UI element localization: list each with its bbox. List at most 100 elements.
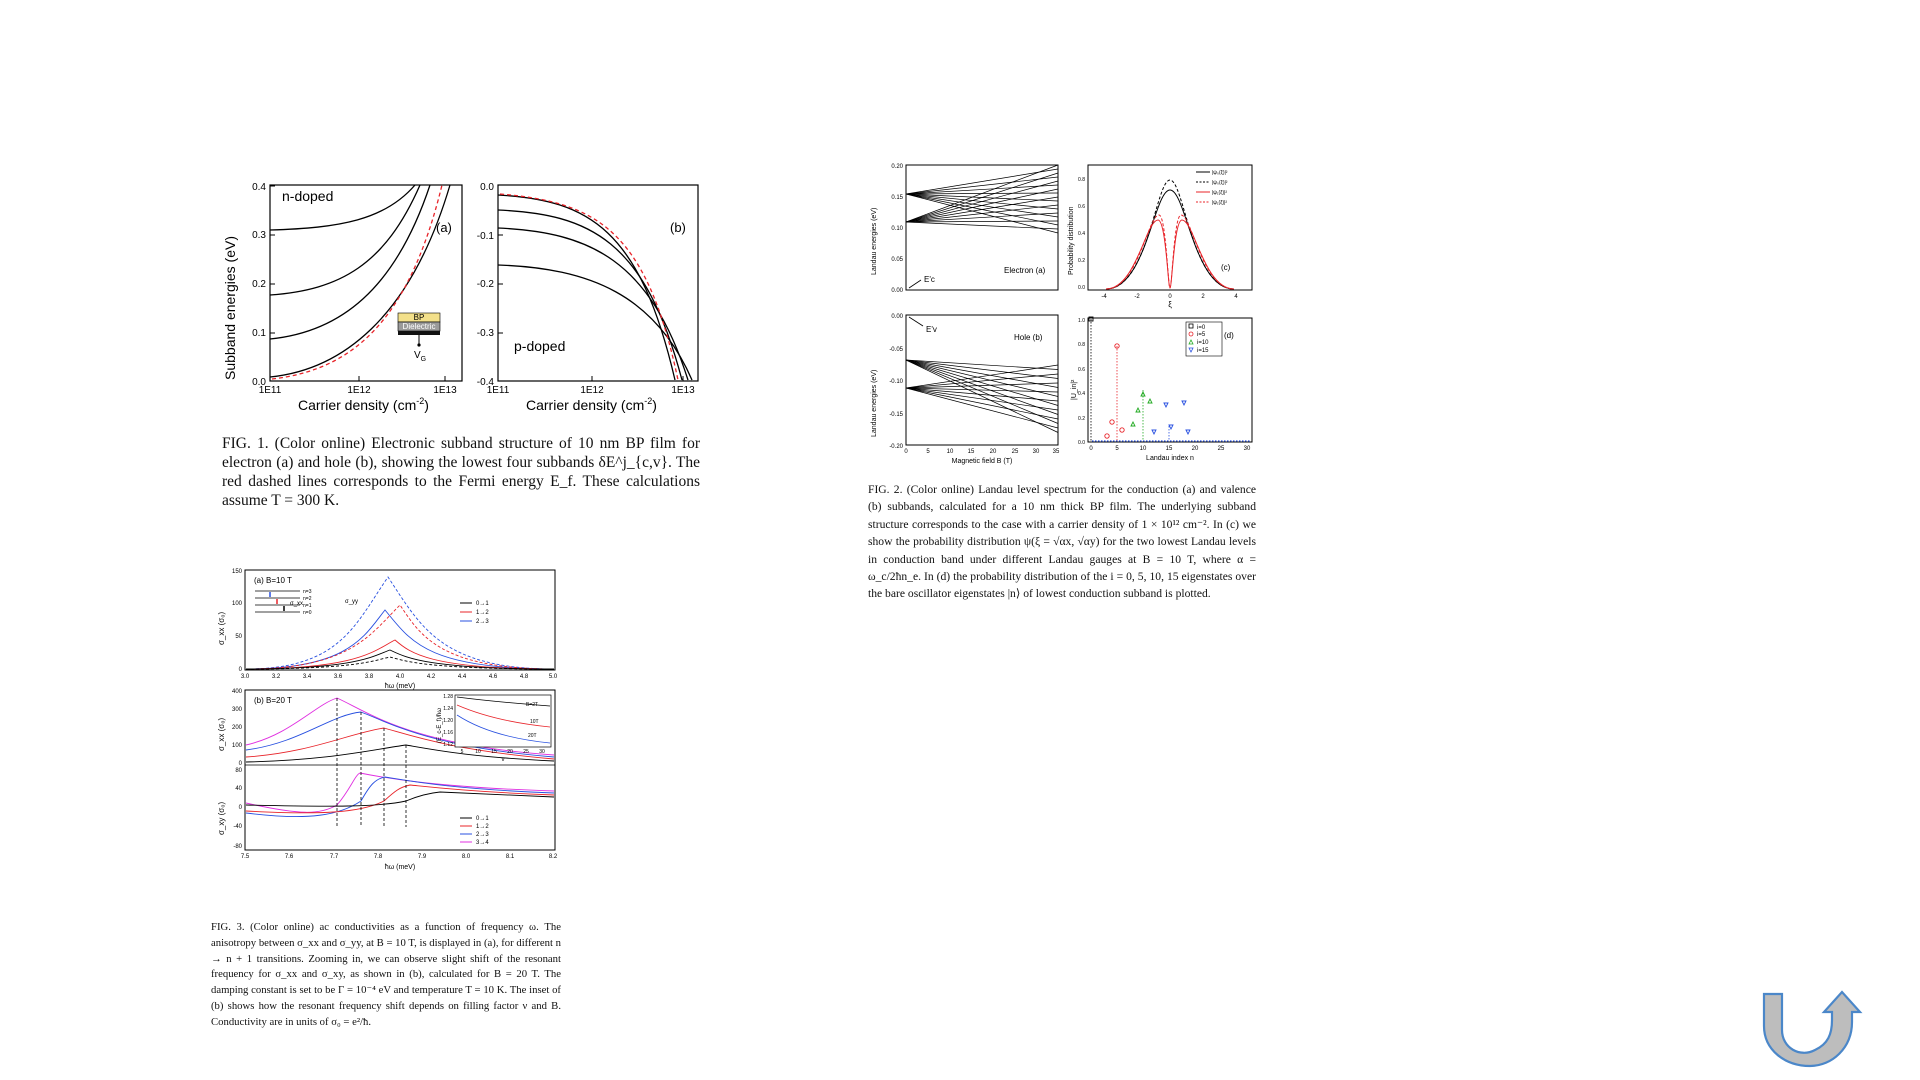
fig1b-yticks: 0.0 -0.1 -0.2 -0.3 -0.4 bbox=[477, 182, 495, 388]
fig3b-inset-xlabel: ν bbox=[502, 757, 505, 763]
fig2b-landau-line bbox=[905, 387, 1059, 411]
fig2b-xtick: 0 bbox=[904, 449, 908, 455]
fig2c-frame bbox=[1087, 164, 1253, 291]
fig2b-landau-line bbox=[905, 359, 1059, 424]
fig1b-subband-curves bbox=[497, 194, 693, 381]
fig2d-xtick: 15 bbox=[1166, 446, 1173, 452]
fig2c-ytick: 0.2 bbox=[1078, 258, 1085, 264]
fig3a-xtick: 3.8 bbox=[365, 674, 374, 680]
fig3b-label: (b) B=20 T bbox=[254, 696, 292, 705]
fig3b-ylabel-top: σ_xx (σ₀) bbox=[217, 717, 226, 751]
fig3a-xtick: 4.8 bbox=[520, 674, 529, 680]
fig3b-inset-xtick: 10 bbox=[475, 749, 481, 755]
fig3b-inset-xtick: 5 bbox=[461, 749, 464, 755]
fig2a-marker: E'c bbox=[924, 275, 935, 284]
fig3b-inset-ytick: 1.24 bbox=[443, 706, 453, 712]
fig2a-landau-line bbox=[905, 221, 1059, 230]
fig2d-ylabel: |U_in|² bbox=[1071, 379, 1078, 400]
fig2a-landau-line bbox=[905, 176, 1059, 195]
fig3b-inset-xtick: 30 bbox=[539, 749, 545, 755]
fig2a-yticks: 0.20 0.15 0.10 0.05 0.00 bbox=[891, 164, 903, 294]
fig2d-ytick: 0.6 bbox=[1078, 367, 1085, 373]
fig2c-legend-item: |ψ₀(ξ)|² bbox=[1212, 170, 1228, 176]
fig2b-xtick: 15 bbox=[968, 449, 975, 455]
fig1b-xtick: 1E12 bbox=[580, 385, 604, 396]
fig3b-frame bbox=[244, 689, 556, 851]
fig2c-xlabel: ξ bbox=[1168, 300, 1172, 309]
fig3b-ytick: 300 bbox=[232, 707, 243, 713]
fig1a-ytick: 0.4 bbox=[252, 182, 266, 193]
fig1a-ytick: 0.1 bbox=[252, 328, 266, 339]
fig2d-xticks: 0 5 10 15 20 25 30 bbox=[1089, 446, 1251, 452]
fig1a-xlabel: Carrier density (cm-2) bbox=[298, 396, 429, 413]
fig3a-level-labels: n=3 n=2 n=1 n=0 bbox=[303, 589, 312, 616]
fig3b-ytick: 0 bbox=[239, 761, 243, 767]
fig2b-landau-line bbox=[905, 373, 1059, 389]
fig3b-inset-curve: 20T bbox=[528, 733, 537, 739]
fig3a-xtick: 3.6 bbox=[334, 674, 343, 680]
fig3b-xlabel: ħω (meV) bbox=[385, 864, 415, 871]
fig2d-xtick: 10 bbox=[1140, 446, 1147, 452]
fig2c-label: (c) bbox=[1221, 263, 1231, 272]
fig2c-yticks: 0.8 0.6 0.4 0.2 0.0 bbox=[1078, 177, 1085, 291]
fig2a-ylabel: Landau energies (eV) bbox=[871, 208, 878, 275]
fig2b-landau-line bbox=[905, 359, 1059, 433]
fig2-caption: FIG. 2. (Color online) Landau level spec… bbox=[868, 483, 1256, 601]
fig3a-ylabel: σ_xx (σ₀) bbox=[217, 611, 226, 645]
fig1a-ylabel: Subband energies (eV) bbox=[222, 236, 238, 380]
fig1a-inset-dielectric: Dielectric bbox=[403, 322, 436, 331]
fig1a-inset-bp: BP bbox=[414, 313, 425, 322]
fig3b-ylabel-bottom: σ_xy (σ₀) bbox=[217, 801, 226, 835]
fig2b-landau-line bbox=[905, 359, 1059, 379]
fig2b-xtick: 20 bbox=[990, 449, 997, 455]
fig3b-ytick: -80 bbox=[233, 844, 242, 850]
fig3a-annot-syy: σ_yy bbox=[345, 599, 358, 605]
fig2b-yticks: 0.00 -0.05 -0.10 -0.15 -0.20 bbox=[889, 314, 903, 450]
fig2b-label: Hole (b) bbox=[1014, 333, 1043, 342]
fig2c-xtick: 2 bbox=[1201, 294, 1205, 300]
fig2a-landau-line bbox=[905, 168, 1059, 195]
fig2a-landau-line bbox=[905, 193, 1059, 218]
fig2b-ytick: -0.05 bbox=[889, 347, 903, 353]
fig3b-ytick: -40 bbox=[233, 824, 242, 830]
fig2c-curves bbox=[1105, 179, 1235, 290]
fig2b-xlabel: Magnetic field B (T) bbox=[952, 458, 1013, 465]
fig2c-legend-item: |ψ₁(ξ)|² bbox=[1212, 200, 1227, 206]
fig2d-label: (d) bbox=[1224, 331, 1234, 340]
fig2d-ytick: 0.8 bbox=[1078, 342, 1085, 348]
fig3b-ytick: 100 bbox=[232, 743, 243, 749]
fig1a-fermi-line bbox=[271, 184, 443, 380]
fig1b-frame bbox=[497, 184, 699, 382]
fig2b-xtick: 10 bbox=[947, 449, 954, 455]
fig2b-landau-line bbox=[905, 387, 1059, 393]
fig2b-ytick: -0.15 bbox=[889, 412, 903, 418]
fig2d-legend-item: i=0 bbox=[1197, 325, 1206, 331]
fig3a-legend-item: 0→1 bbox=[476, 601, 489, 607]
fig3b-legend: 0→1 1→2 2→3 3→4 bbox=[460, 816, 489, 846]
fig3b-inset-curve: B=2T bbox=[526, 702, 538, 708]
fig2b-landau-line bbox=[905, 387, 1059, 420]
fig3a-xtick: 3.0 bbox=[241, 674, 250, 680]
fig1a-xtick: 1E11 bbox=[259, 385, 282, 396]
fig3a-xtick: 5.0 bbox=[549, 674, 558, 680]
fig2b-landau-line bbox=[905, 364, 1059, 389]
curved-arrow-icon[interactable] bbox=[1760, 990, 1870, 1068]
fig2d-ytick: 1.0 bbox=[1078, 318, 1085, 324]
fig3-caption: FIG. 3. (Color online) ac conductivities… bbox=[211, 921, 561, 1028]
fig2d-legend-item: i=15 bbox=[1197, 348, 1209, 354]
fig3b-xtick: 7.7 bbox=[330, 854, 339, 860]
fig1b-xtick: 1E13 bbox=[671, 385, 695, 396]
fig3b-legend-item: 2→3 bbox=[476, 832, 489, 838]
fig3a-xtick: 4.6 bbox=[489, 674, 498, 680]
fig2a-frame bbox=[905, 164, 1059, 291]
fig3a-ytick: 100 bbox=[232, 601, 243, 607]
fig3b-ytick: 200 bbox=[232, 725, 243, 731]
fig3a-xticks: 3.0 3.2 3.4 3.6 3.8 4.0 4.2 4.4 4.6 4.8 … bbox=[241, 674, 558, 680]
fig3b-legend-item: 0→1 bbox=[476, 816, 489, 822]
fig3a-yticks: 150 100 50 0 bbox=[232, 569, 243, 673]
fig2d-xtick: 25 bbox=[1218, 446, 1225, 452]
fig1b-ytick: 0.0 bbox=[480, 182, 494, 193]
fig2b-xtick: 30 bbox=[1033, 449, 1040, 455]
fig2c-xticks: -4 -2 0 2 4 bbox=[1101, 294, 1238, 300]
fig2d-frame bbox=[1087, 317, 1253, 443]
